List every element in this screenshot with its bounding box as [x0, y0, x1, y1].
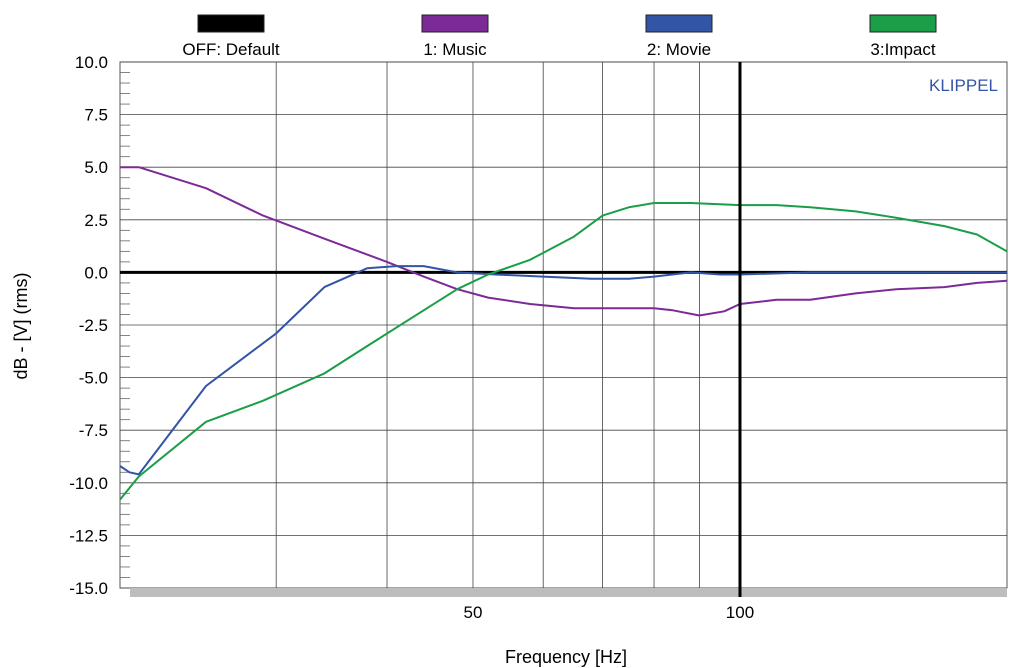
y-tick-label: 10.0 — [75, 53, 108, 72]
y-tick-label: -5.0 — [79, 369, 108, 388]
series-line-4 — [119, 202, 1008, 501]
legend-label-2: 1: Music — [423, 40, 487, 59]
grid — [119, 61, 1008, 597]
y-tick-label: 5.0 — [84, 158, 108, 177]
y-tick-label: -12.5 — [69, 526, 108, 545]
y-tick-label: -15.0 — [69, 579, 108, 598]
legend-label-3: 2: Movie — [647, 40, 711, 59]
series-lines — [119, 62, 1008, 597]
series-line-2 — [120, 166, 1008, 317]
y-axis-title: dB - [V] (rms) — [11, 273, 31, 380]
y-tick-label: -10.0 — [69, 474, 108, 493]
legend-swatch-4 — [869, 14, 937, 33]
legend-swatch-3 — [645, 14, 713, 33]
legend: OFF: Default 1: Music 2: Movie 3:Impact — [182, 14, 937, 59]
series-line-3 — [119, 265, 1007, 476]
legend-swatch-1 — [197, 14, 265, 33]
x-tick-label: 100 — [726, 603, 754, 622]
y-tick-label: 2.5 — [84, 211, 108, 230]
y-tick-label: 0.0 — [84, 263, 108, 282]
klippel-watermark: KLIPPEL — [929, 76, 998, 95]
y-tick-label: -7.5 — [79, 421, 108, 440]
y-tick-label: -2.5 — [79, 316, 108, 335]
y-tick-label: 7.5 — [84, 106, 108, 125]
x-axis-title: Frequency [Hz] — [505, 647, 627, 667]
y-axis-ticks: 10.0 7.5 5.0 2.5 0.0 -2.5 -5.0 -7.5 -10.0 -12.5 -1… — [69, 53, 108, 598]
legend-label-4: 3:Impact — [870, 40, 935, 59]
legend-swatch-2 — [421, 14, 489, 33]
legend-label-1: OFF: Default — [182, 40, 280, 59]
x-axis-band — [130, 588, 1007, 597]
x-axis-ticks: 50 100 — [464, 603, 755, 622]
x-tick-label: 50 — [464, 603, 483, 622]
